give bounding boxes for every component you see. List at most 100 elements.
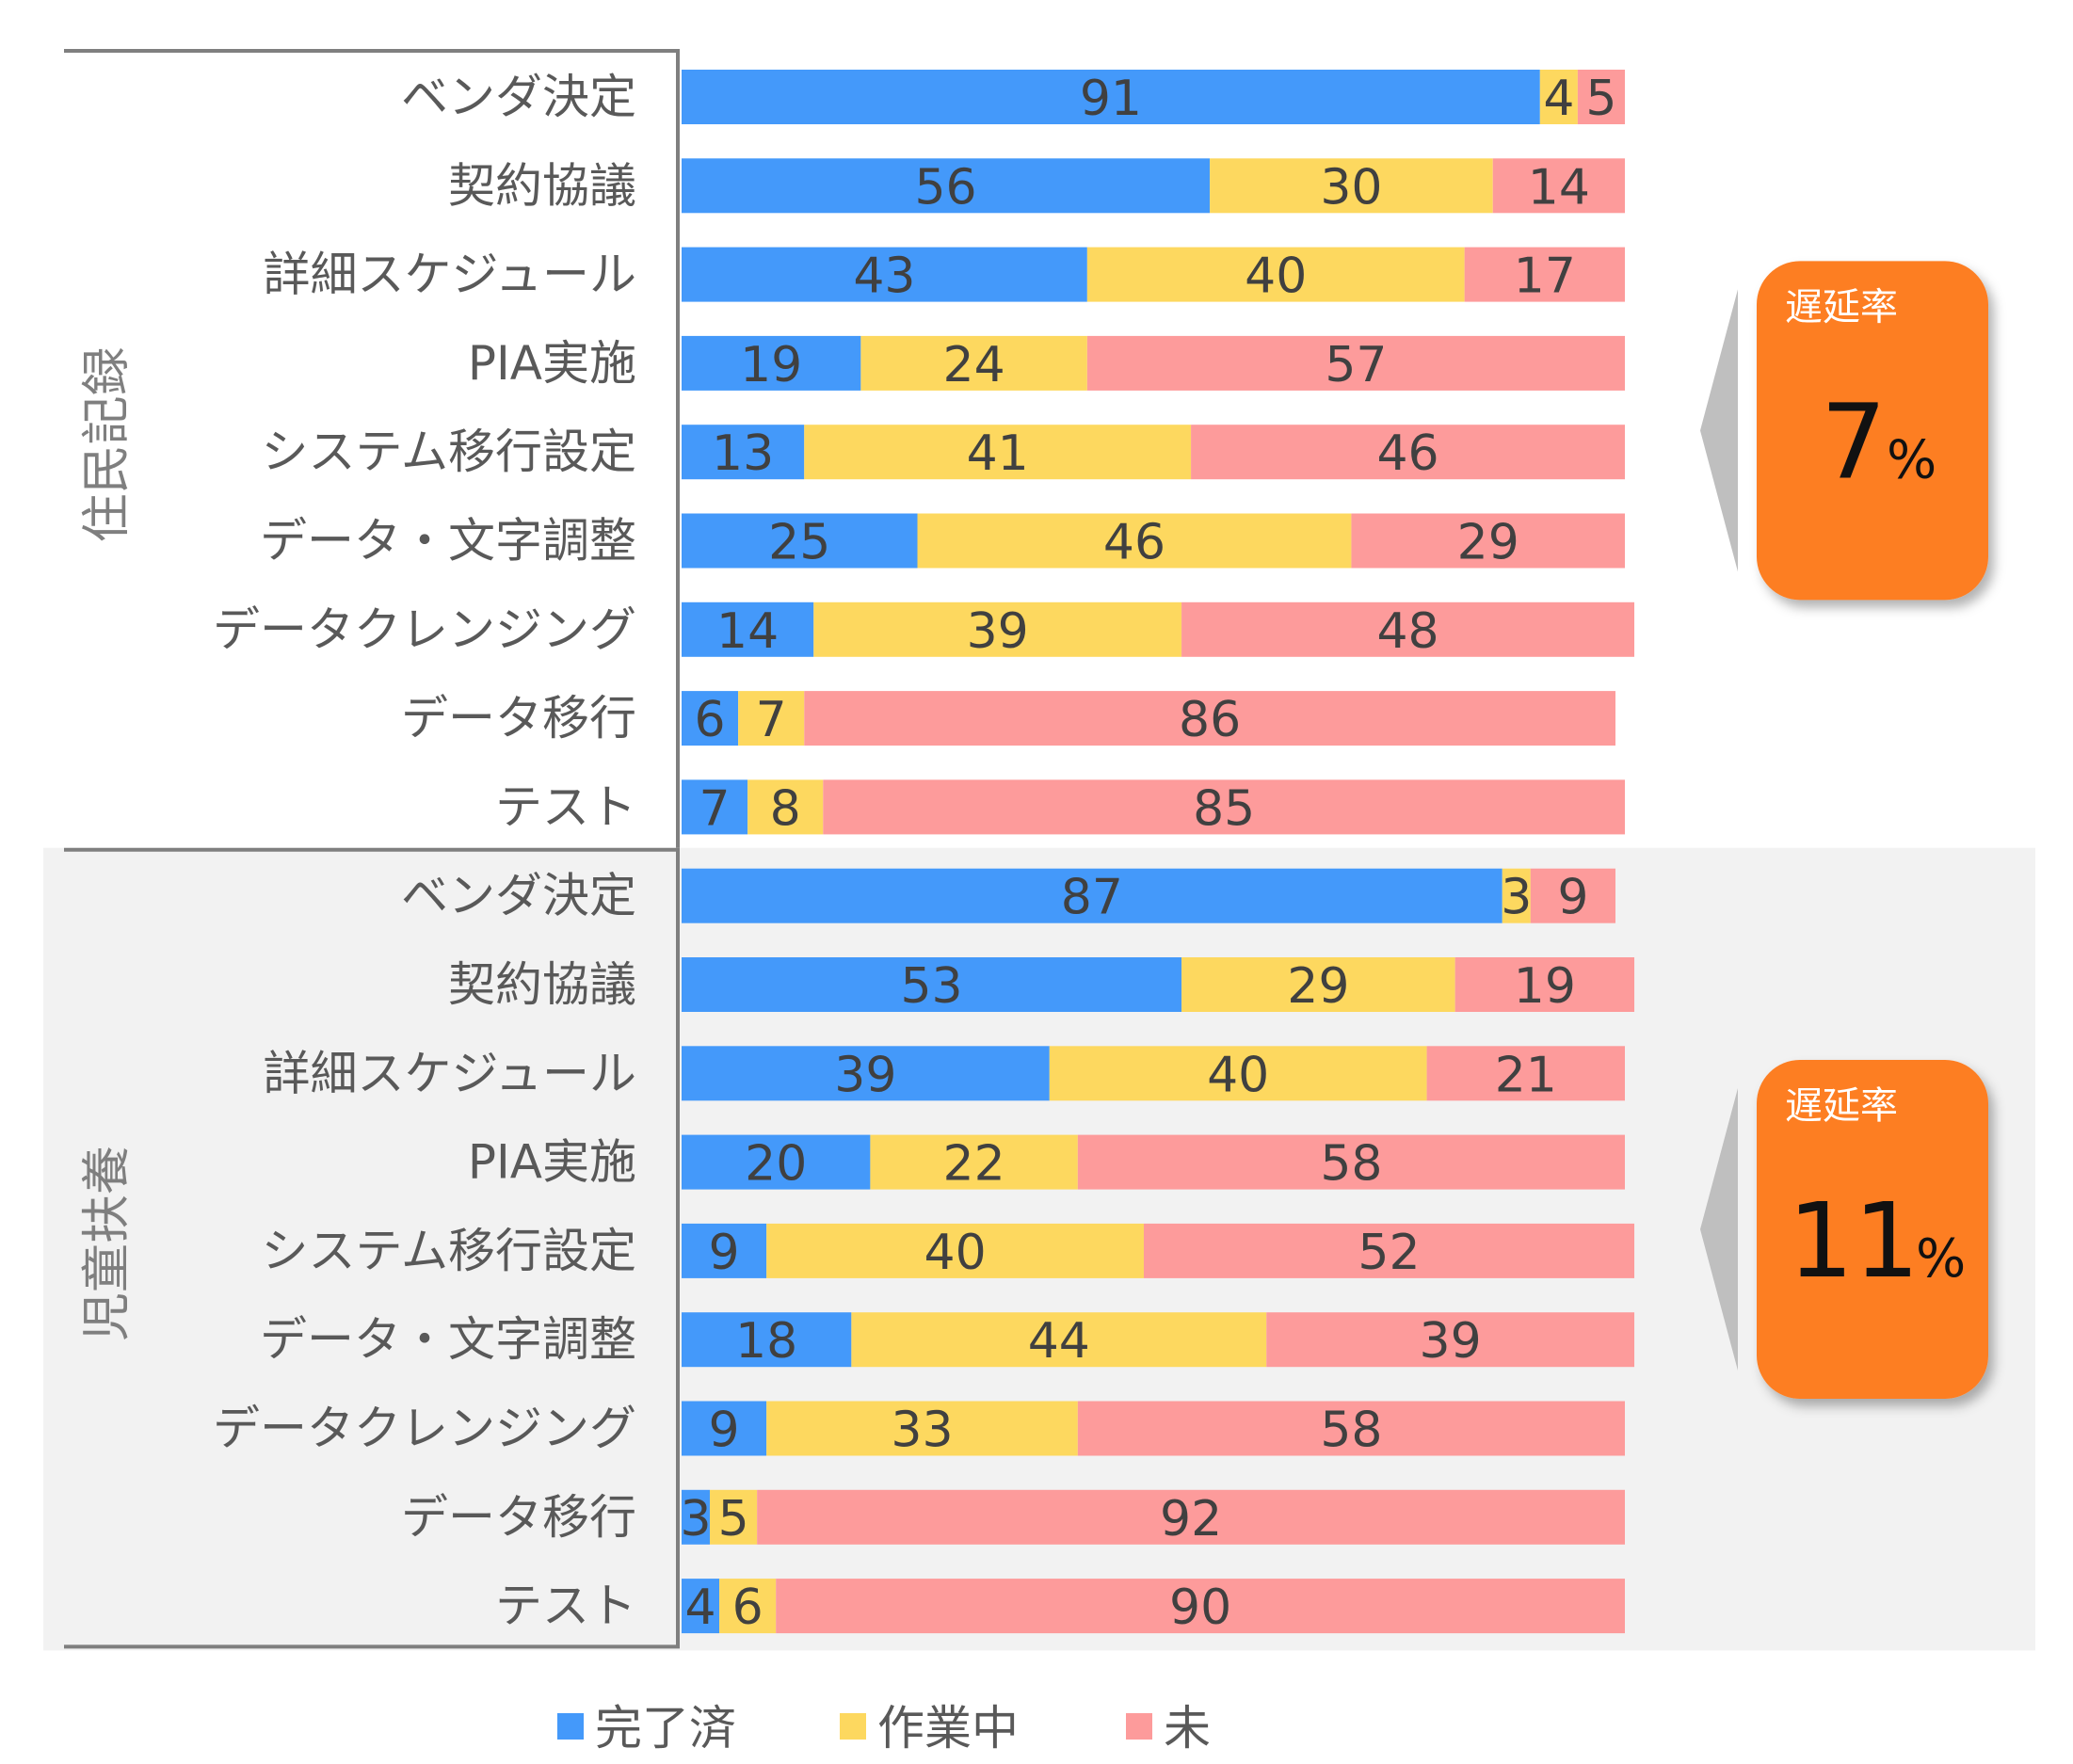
bar-segment [682, 868, 1503, 923]
data-label: 46 [1376, 425, 1438, 482]
data-label: 30 [1320, 159, 1382, 216]
bar-segment [719, 1579, 777, 1634]
bar-segment [1143, 1223, 1635, 1278]
data-label: 9 [1557, 870, 1588, 926]
bar-segment [1577, 70, 1625, 124]
bar-segment [823, 779, 1625, 835]
bar-segment [851, 1312, 1267, 1368]
data-label: 14 [716, 603, 779, 660]
bar-segment [738, 691, 805, 746]
data-label: 40 [924, 1225, 986, 1281]
category-label: 詳細スケジュール [264, 1046, 637, 1100]
bar-segment [813, 601, 1182, 657]
data-label: 5 [718, 1491, 749, 1548]
bar-segment [1191, 425, 1625, 480]
data-label: 6 [695, 692, 726, 748]
bar-segment [917, 513, 1352, 569]
data-label: 86 [1179, 692, 1241, 748]
bar-segment [1530, 868, 1615, 923]
bar-segment [682, 779, 748, 835]
bar-segment [1077, 1134, 1625, 1190]
data-label: 24 [943, 337, 1005, 393]
data-label: 92 [1160, 1491, 1222, 1548]
category-label: データ移行 [401, 691, 636, 746]
bar-segment [860, 335, 1087, 391]
bar-segment [682, 1579, 720, 1634]
data-label: 40 [1207, 1047, 1269, 1103]
bar-segment [804, 425, 1192, 480]
bar-segment [682, 691, 739, 746]
data-label: 9 [709, 1403, 740, 1459]
data-label: 43 [853, 249, 915, 305]
bar-segment [1539, 70, 1578, 124]
data-label: 85 [1193, 780, 1255, 837]
data-label: 90 [1169, 1580, 1231, 1636]
bar-segment [682, 1489, 711, 1545]
data-label: 39 [967, 603, 1029, 660]
bar-segment [766, 1223, 1144, 1278]
category-label: 契約協議 [448, 158, 636, 213]
bar-segment [1492, 158, 1625, 214]
data-label: 56 [914, 159, 976, 216]
data-label: 13 [712, 425, 774, 482]
bar-segment [766, 1401, 1078, 1456]
bar-segment [1181, 601, 1635, 657]
data-label: 29 [1287, 958, 1349, 1015]
bar-segment [1077, 1401, 1625, 1456]
category-label: データクレンジング [213, 602, 636, 657]
bar-segment [682, 513, 918, 569]
data-label: 58 [1320, 1403, 1382, 1459]
badge-unit: % [1916, 1228, 1966, 1290]
data-label: 52 [1358, 1225, 1420, 1281]
data-label: 44 [1028, 1313, 1090, 1370]
data-label: 3 [680, 1491, 711, 1548]
data-label: 39 [834, 1047, 896, 1103]
legend-label: 作業中 [877, 1701, 1019, 1756]
category-label: 契約協議 [448, 957, 636, 1012]
category-label: システム移行設定 [262, 1224, 637, 1278]
category-label: PIA実施 [468, 1135, 636, 1190]
bar-segment [682, 1134, 871, 1190]
data-label: 20 [745, 1136, 807, 1193]
bar-segment [710, 1489, 758, 1545]
data-label: 6 [732, 1580, 763, 1636]
category-label: システム移行設定 [262, 425, 637, 479]
bar-segment [1464, 247, 1625, 302]
data-label: 39 [1420, 1313, 1482, 1370]
data-label: 5 [1585, 71, 1616, 127]
bar-segment [1426, 1046, 1625, 1101]
category-label: データ・文字調整 [260, 1312, 636, 1367]
bar-segment [1049, 1046, 1427, 1101]
data-label: 21 [1495, 1047, 1557, 1103]
data-label: 33 [891, 1403, 953, 1459]
badge-title: 遅延率 [1785, 285, 1898, 329]
category-label: データクレンジング [213, 1402, 636, 1456]
bar-segment [682, 247, 1087, 302]
bar-segment [682, 601, 814, 657]
bar-segment [682, 1046, 1050, 1101]
bar-segment [1502, 868, 1531, 923]
data-label: 4 [1543, 71, 1574, 127]
data-label: 41 [967, 425, 1029, 482]
bar-segment [682, 158, 1211, 214]
bar-segment [1454, 957, 1635, 1012]
data-label: 46 [1103, 515, 1165, 571]
bar-segment [682, 425, 805, 480]
data-label: 57 [1325, 337, 1387, 393]
data-label: 8 [770, 780, 801, 837]
data-label: 91 [1080, 71, 1142, 127]
data-label: 58 [1320, 1136, 1382, 1193]
bar-segment [747, 779, 824, 835]
category-label: データ移行 [401, 1490, 636, 1545]
badge-unit: % [1887, 429, 1936, 490]
badge-value: 11 [1788, 1180, 1920, 1301]
bar-segment [757, 1489, 1625, 1545]
category-label: データ・文字調整 [260, 514, 636, 569]
category-label: 詳細スケジュール [264, 248, 637, 302]
data-label: 40 [1245, 249, 1307, 305]
callout-pointer [1700, 1088, 1738, 1371]
bar-segment [682, 70, 1540, 124]
bar-segment [776, 1579, 1625, 1634]
category-label: テスト [495, 1579, 636, 1633]
